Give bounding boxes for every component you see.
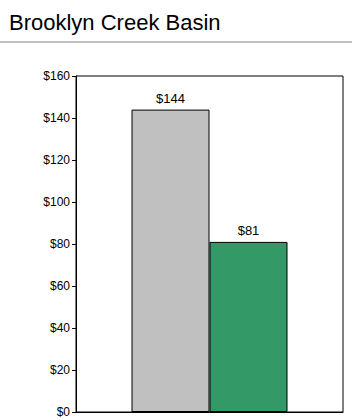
svg-text:$60: $60 [50, 279, 70, 293]
svg-text:Brooklyn Creek Basin: Brooklyn Creek Basin [9, 10, 221, 35]
svg-text:$140: $140 [43, 111, 70, 125]
svg-text:$120: $120 [43, 153, 70, 167]
svg-text:$40: $40 [50, 321, 70, 335]
svg-text:$0: $0 [57, 405, 71, 419]
svg-text:$81: $81 [238, 223, 260, 238]
svg-text:$100: $100 [43, 195, 70, 209]
svg-text:$144: $144 [156, 91, 185, 106]
svg-text:$160: $160 [43, 69, 70, 83]
svg-text:$20: $20 [50, 363, 70, 377]
svg-text:$80: $80 [50, 237, 70, 251]
